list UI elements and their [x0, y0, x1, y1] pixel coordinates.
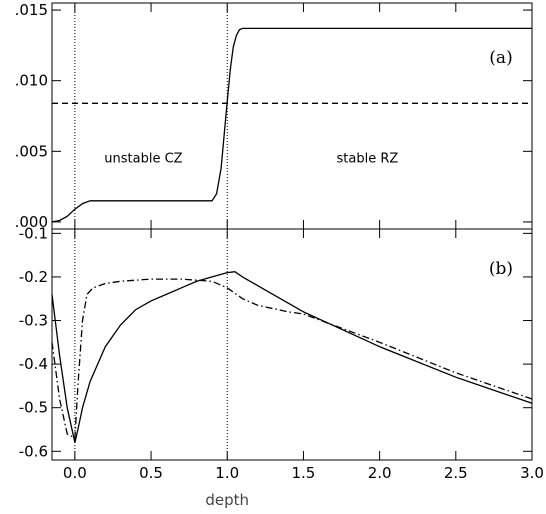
series-line-solid: [51, 27, 532, 223]
y-tick-label: .010: [15, 72, 48, 90]
x-tick-label: 3.0: [520, 464, 544, 482]
x-tick-label: 2.0: [368, 464, 392, 482]
panel-a: .000 .005 .010 .015: [15, 1, 533, 231]
annotation-unstable-cz: unstable CZ: [104, 152, 182, 167]
y-tick-label: .015: [15, 1, 48, 19]
y-tick-label: .005: [15, 142, 48, 160]
annotation-stable-rz: stable RZ: [337, 152, 399, 167]
x-tick-label: 2.5: [444, 464, 468, 482]
y-tick-label: -0.5: [19, 399, 48, 417]
x-axis-title: depth: [205, 491, 249, 509]
series-line-solid: [51, 271, 533, 443]
y-tick-label: -0.4: [19, 355, 48, 373]
x-tick-label: 0.0: [63, 464, 87, 482]
y-tick-label: -0.2: [19, 268, 48, 286]
y-tick-label: -0.6: [19, 442, 48, 460]
x-tick-label: 1.0: [215, 464, 239, 482]
x-tick-label: 0.5: [139, 464, 163, 482]
y-tick-label: -0.3: [19, 312, 48, 330]
panel-b-label: (b): [489, 259, 513, 279]
y-tick-label: .000: [15, 213, 48, 231]
panel-a-label: (a): [489, 48, 512, 68]
panel-b: -0.6 -0.5 -0.4 -0.3 -0.2 -0.1 0.0 0.5 1.0 1.5 2.0 2…: [19, 224, 544, 482]
plot-frame-a: [51, 2, 533, 230]
y-tick-label: -0.1: [19, 224, 48, 242]
x-tick-label: 1.5: [291, 464, 315, 482]
series-line-dash-dot: [51, 278, 533, 440]
plot-frame-b: [51, 228, 533, 461]
